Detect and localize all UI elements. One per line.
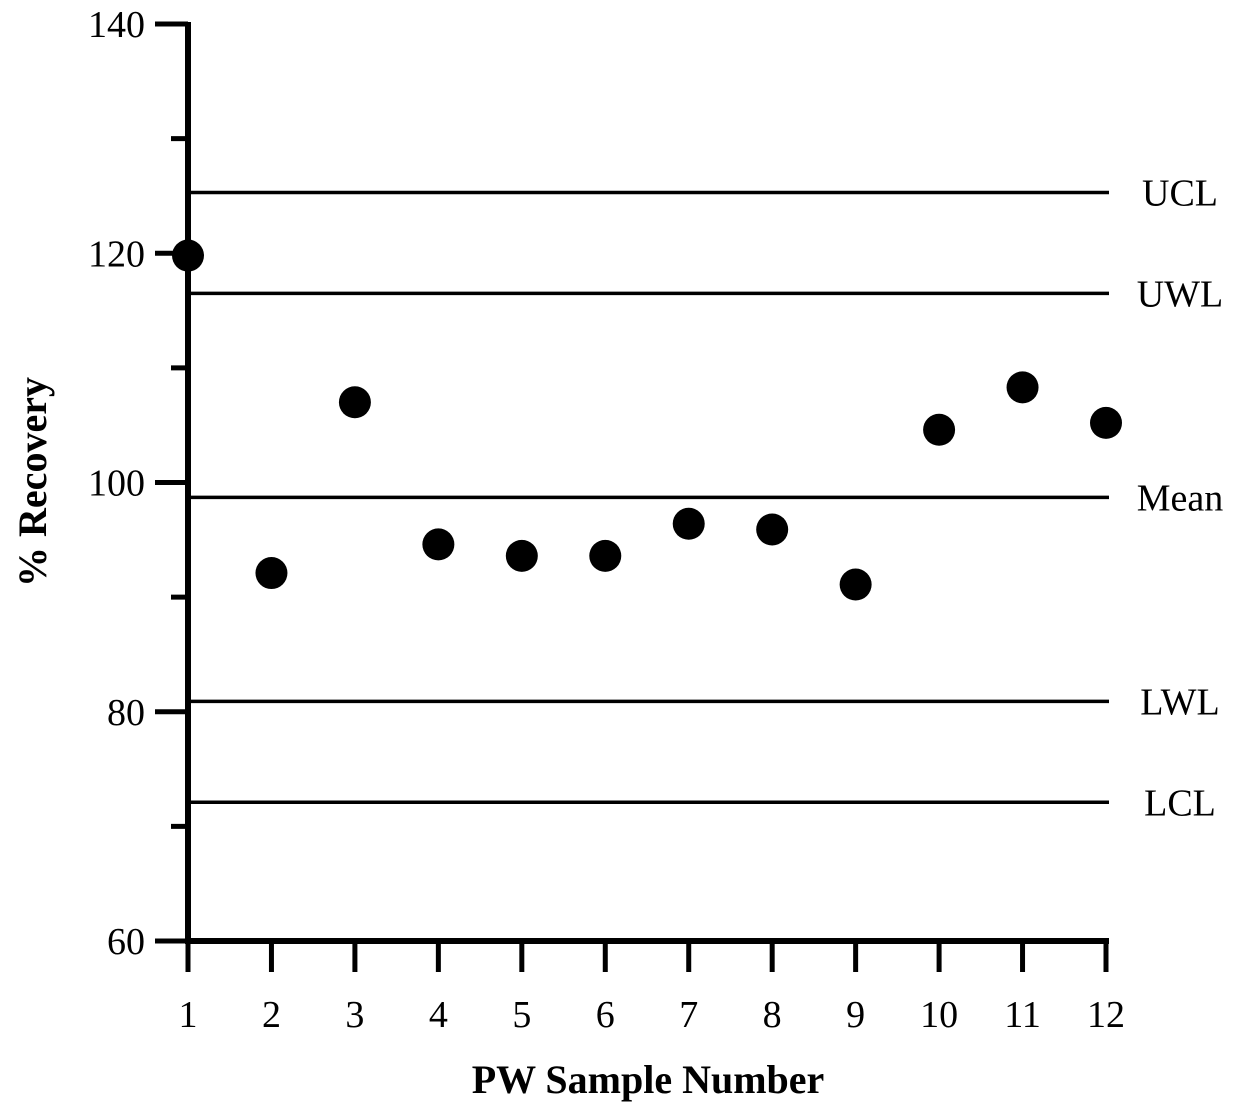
x-tick-label-12: 12 xyxy=(1087,994,1125,1036)
data-point-4 xyxy=(422,528,455,561)
ref-label-mean: Mean xyxy=(1137,477,1224,519)
ref-label-ucl: UCL xyxy=(1142,172,1218,214)
x-tick-label-11: 11 xyxy=(1004,994,1041,1036)
x-tick-label-6: 6 xyxy=(596,994,615,1036)
x-tick-label-4: 4 xyxy=(429,994,448,1036)
data-point-11 xyxy=(1006,371,1039,404)
y-tick-label-60: 60 xyxy=(107,921,145,963)
y-tick-label-100: 100 xyxy=(88,463,145,505)
data-point-10 xyxy=(923,413,956,446)
data-point-5 xyxy=(505,539,538,572)
x-tick-label-3: 3 xyxy=(345,994,364,1036)
x-tick-label-1: 1 xyxy=(179,994,198,1036)
x-tick-label-8: 8 xyxy=(763,994,782,1036)
ref-label-lcl: LCL xyxy=(1144,782,1216,824)
x-tick-label-5: 5 xyxy=(512,994,531,1036)
data-point-6 xyxy=(589,539,622,572)
data-point-7 xyxy=(672,507,705,540)
data-point-3 xyxy=(338,386,371,419)
data-point-9 xyxy=(839,568,872,601)
y-tick-label-80: 80 xyxy=(107,692,145,734)
data-point-2 xyxy=(255,557,288,590)
x-tick-label-10: 10 xyxy=(920,994,958,1036)
y-tick-label-140: 140 xyxy=(88,4,145,46)
data-point-12 xyxy=(1090,406,1122,439)
ref-label-uwl: UWL xyxy=(1137,273,1224,315)
data-point-1 xyxy=(172,239,204,272)
x-axis-title: PW Sample Number xyxy=(472,1057,825,1102)
x-tick-label-2: 2 xyxy=(262,994,281,1036)
data-points xyxy=(172,239,1122,601)
y-axis-title: % Recovery xyxy=(10,377,55,587)
reference-lines xyxy=(188,190,1109,805)
data-point-8 xyxy=(756,513,789,546)
ref-label-lwl: LWL xyxy=(1140,681,1219,723)
axes xyxy=(155,21,1109,972)
y-tick-label-120: 120 xyxy=(88,233,145,275)
x-tick-label-9: 9 xyxy=(846,994,865,1036)
x-tick-label-7: 7 xyxy=(679,994,698,1036)
